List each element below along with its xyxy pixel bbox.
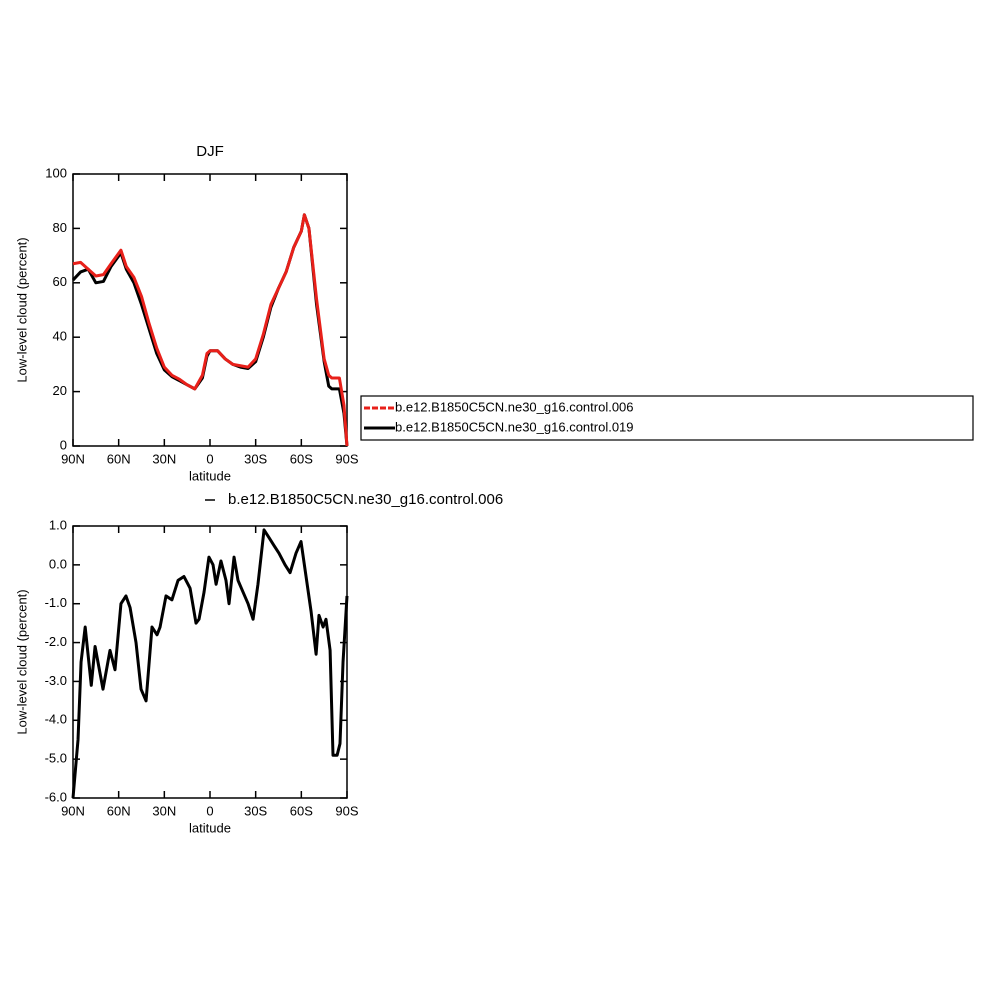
y-tick-label: -1.0 [45, 595, 67, 610]
x-tick-label: 30S [244, 803, 267, 818]
x-axis-label: latitude [189, 468, 231, 483]
chart-title: DJF [196, 143, 224, 160]
y-tick-label: 40 [53, 329, 67, 344]
x-axis-label: latitude [189, 820, 231, 835]
x-tick-label: 30N [152, 803, 176, 818]
x-tick-label: 90S [335, 803, 358, 818]
x-tick-label: 90S [335, 451, 358, 466]
x-tick-label: 90N [61, 803, 85, 818]
y-tick-label: -3.0 [45, 673, 67, 688]
y-tick-label: 0.0 [49, 556, 67, 571]
y-tick-label: -2.0 [45, 634, 67, 649]
data-line [71, 528, 349, 799]
x-tick-label: 60N [107, 803, 131, 818]
y-axis-label: Low-level cloud (percent) [14, 589, 29, 734]
x-tick-label: 60S [290, 803, 313, 818]
x-tick-label: 30S [244, 451, 267, 466]
y-tick-label: -4.0 [45, 712, 67, 727]
legend-label: b.e12.B1850C5CN.ne30_g16.control.006 [228, 491, 503, 508]
x-tick-label: 90N [61, 451, 85, 466]
y-tick-label: -5.0 [45, 751, 67, 766]
x-tick-label: 60N [107, 451, 131, 466]
x-tick-label: 0 [206, 803, 213, 818]
y-tick-label: -6.0 [45, 789, 67, 804]
x-tick-label: 60S [290, 451, 313, 466]
data-line [72, 213, 349, 447]
legend-label: b.e12.B1850C5CN.ne30_g16.control.019 [395, 419, 634, 434]
y-tick-label: 60 [53, 274, 67, 289]
y-tick-label: 20 [53, 383, 67, 398]
x-tick-label: 0 [206, 451, 213, 466]
x-tick-label: 30N [152, 451, 176, 466]
y-tick-label: 0 [60, 437, 67, 452]
legend-label: b.e12.B1850C5CN.ne30_g16.control.006 [395, 399, 634, 414]
y-tick-label: 100 [45, 165, 67, 180]
y-tick-label: 80 [53, 220, 67, 235]
legend-box [360, 395, 974, 441]
y-tick-label: 1.0 [49, 517, 67, 532]
data-line [71, 213, 349, 447]
y-axis-label: Low-level cloud (percent) [14, 237, 29, 382]
